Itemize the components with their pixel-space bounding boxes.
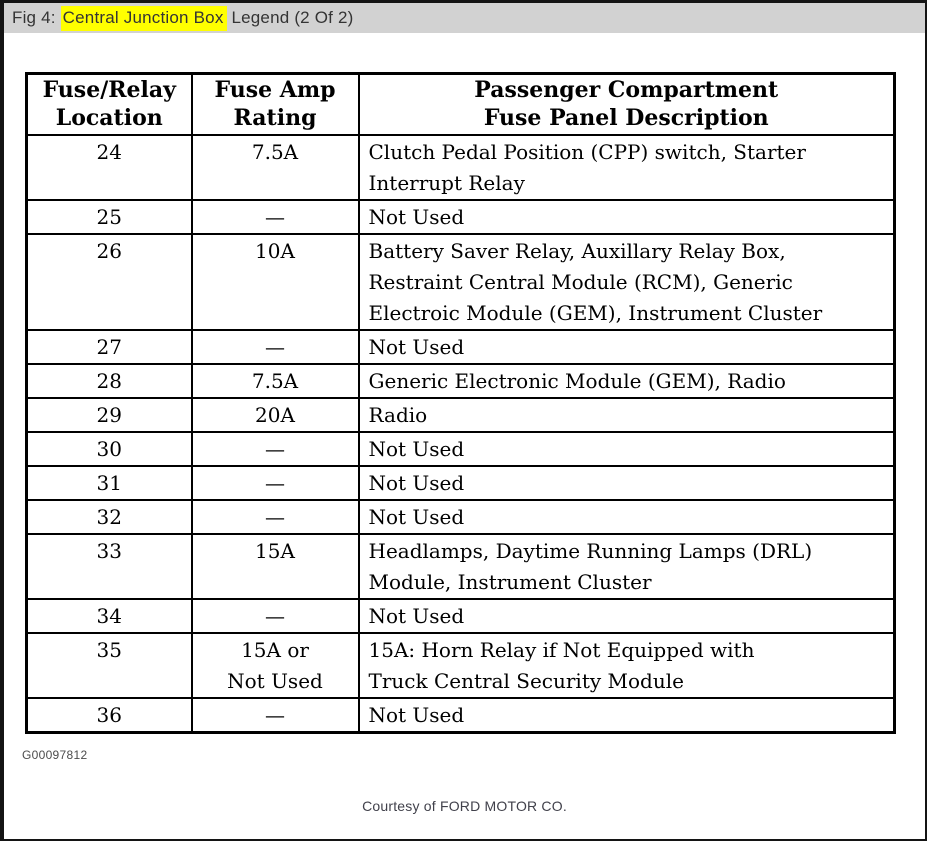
figure-title-prefix: Fig 4: — [12, 8, 56, 27]
fuse-rating-cell: — — [190, 430, 360, 467]
table-header-row: Fuse/Relay Location Fuse Amp Rating Pass… — [25, 72, 896, 136]
table-row: 25 — Not Used — [25, 198, 896, 235]
fuse-rating-cell: — — [190, 597, 360, 634]
figure-title-suffix: Legend (2 Of 2) — [231, 8, 354, 27]
table-row: 27 — Not Used — [25, 328, 896, 365]
fuse-description-cell: Battery Saver Relay, Auxillary Relay Box… — [357, 232, 896, 331]
fuse-rating-cell: 7.5A — [190, 133, 360, 201]
courtesy-credit: Courtesy of FORD MOTOR CO. — [362, 798, 567, 814]
fuse-description-cell: Clutch Pedal Position (CPP) switch, Star… — [357, 133, 896, 201]
fuse-description-cell: Not Used — [357, 498, 896, 535]
table-row: 28 7.5A Generic Electronic Module (GEM),… — [25, 362, 896, 399]
table-row: 34 — Not Used — [25, 597, 896, 634]
fuse-description-cell: Not Used — [357, 430, 896, 467]
table-row: 36 — Not Used — [25, 696, 896, 733]
fuse-description-cell: Not Used — [357, 597, 896, 634]
fuse-location-cell: 30 — [25, 430, 193, 467]
fuse-location-cell: 35 — [25, 631, 193, 699]
fuse-location-cell: 24 — [25, 133, 193, 201]
fuse-rating-cell: 10A — [190, 232, 360, 331]
fuse-rating-cell: 15A or Not Used — [190, 631, 360, 699]
table-row: 24 7.5A Clutch Pedal Position (CPP) swit… — [25, 133, 896, 201]
table-row: 26 10A Battery Saver Relay, Auxillary Re… — [25, 232, 896, 331]
fuse-description-cell: Not Used — [357, 328, 896, 365]
fuse-location-cell: 33 — [25, 532, 193, 600]
table-row: 29 20A Radio — [25, 396, 896, 433]
header-fuse-location: Fuse/Relay Location — [25, 72, 193, 136]
fuse-rating-cell: — — [190, 328, 360, 365]
table-row: 32 — Not Used — [25, 498, 896, 535]
fuse-location-cell: 27 — [25, 328, 193, 365]
fuse-location-cell: 29 — [25, 396, 193, 433]
fuse-location-cell: 28 — [25, 362, 193, 399]
table-row: 33 15A Headlamps, Daytime Running Lamps … — [25, 532, 896, 600]
fuse-rating-cell: 20A — [190, 396, 360, 433]
fuse-location-cell: 26 — [25, 232, 193, 331]
fuse-legend-table: Fuse/Relay Location Fuse Amp Rating Pass… — [25, 72, 896, 734]
table-row: 35 15A or Not Used 15A: Horn Relay if No… — [25, 631, 896, 699]
fuse-location-cell: 31 — [25, 464, 193, 501]
fuse-location-cell: 25 — [25, 198, 193, 235]
fuse-location-cell: 36 — [25, 696, 193, 733]
figure-title-bar: Fig 4: Central Junction Box Legend (2 Of… — [4, 3, 925, 33]
header-fuse-rating: Fuse Amp Rating — [190, 72, 360, 136]
table-row: 31 — Not Used — [25, 464, 896, 501]
fuse-description-cell: Radio — [357, 396, 896, 433]
figure-code: G00097812 — [22, 748, 88, 762]
fuse-rating-cell: — — [190, 198, 360, 235]
fuse-description-cell: Headlamps, Daytime Running Lamps (DRL) M… — [357, 532, 896, 600]
fuse-description-cell: Not Used — [357, 198, 896, 235]
fuse-description-cell: Not Used — [357, 696, 896, 733]
fuse-description-cell: Not Used — [357, 464, 896, 501]
fuse-location-cell: 32 — [25, 498, 193, 535]
fuse-rating-cell: — — [190, 464, 360, 501]
fuse-rating-cell: — — [190, 498, 360, 535]
fuse-description-cell: 15A: Horn Relay if Not Equipped with Tru… — [357, 631, 896, 699]
figure-title-highlight: Central Junction Box — [60, 5, 227, 31]
header-fuse-description: Passenger Compartment Fuse Panel Descrip… — [357, 72, 896, 136]
table-row: 30 — Not Used — [25, 430, 896, 467]
fuse-rating-cell: — — [190, 696, 360, 733]
fuse-description-cell: Generic Electronic Module (GEM), Radio — [357, 362, 896, 399]
fuse-rating-cell: 7.5A — [190, 362, 360, 399]
fuse-location-cell: 34 — [25, 597, 193, 634]
fuse-rating-cell: 15A — [190, 532, 360, 600]
